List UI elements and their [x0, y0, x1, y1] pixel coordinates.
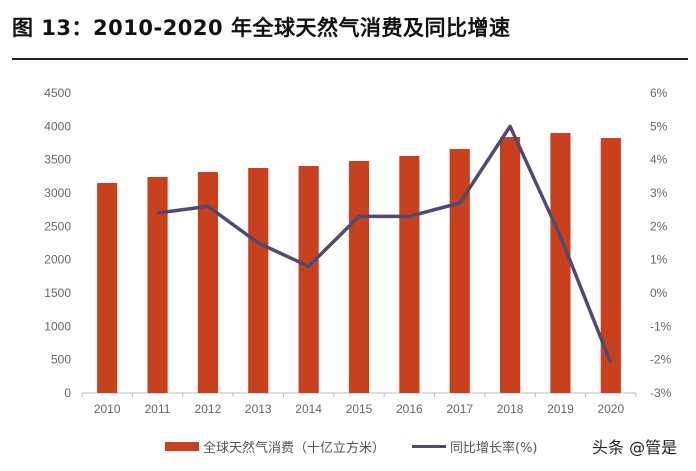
- x-axis-tick-label: 2019: [547, 402, 574, 416]
- legend-swatch-bar: [165, 442, 199, 451]
- bar-2015: [348, 161, 370, 393]
- left-axis-tick: 2500: [44, 219, 71, 233]
- x-axis-tick-label: 2010: [94, 402, 121, 416]
- legend-label-bar: 全球天然气消费（十亿立方米）: [203, 441, 386, 456]
- bar-2018: [500, 137, 521, 393]
- bar-2012: [197, 172, 218, 393]
- right-axis-tick: 3%: [650, 186, 668, 200]
- left-axis-tick: 0: [64, 386, 71, 400]
- bar-2017: [449, 149, 470, 393]
- x-axis-tick-label: 2020: [597, 402, 624, 416]
- right-axis-tick: -2%: [650, 353, 672, 367]
- bar-2013: [248, 168, 269, 393]
- bar-2020: [600, 138, 621, 393]
- bar-2010: [97, 183, 118, 393]
- x-axis-tick-label: 2014: [295, 402, 322, 416]
- growth-rate-line: [157, 124, 613, 364]
- bar-2016: [399, 156, 420, 393]
- right-axis-tick: 2%: [650, 219, 668, 233]
- x-axis-tick-label: 2018: [497, 402, 524, 416]
- legend-item-line: 同比增长率(%): [412, 437, 538, 456]
- left-axis-tick: 3500: [44, 153, 71, 167]
- right-axis-tick: 0%: [650, 286, 668, 300]
- right-axis-tick: 6%: [650, 86, 668, 100]
- legend-label-line: 同比增长率(%): [450, 441, 538, 456]
- right-axis-tick: 1%: [650, 253, 668, 267]
- right-axis-tick: -1%: [650, 319, 672, 333]
- x-axis-tick-label: 2012: [195, 402, 222, 416]
- bar-2019: [550, 133, 571, 393]
- left-axis-tick: 500: [51, 353, 71, 367]
- x-axis-tick-label: 2017: [446, 402, 473, 416]
- legend-swatch-line: [412, 445, 446, 448]
- title-divider: [12, 58, 688, 60]
- x-axis-tick-label: 2016: [396, 402, 423, 416]
- x-axis-tick-label: 2011: [145, 402, 171, 416]
- watermark: 头条 @管是: [592, 438, 678, 457]
- x-axis-tick-label: 2013: [245, 402, 272, 416]
- left-axis-tick: 4500: [44, 86, 71, 100]
- left-axis-tick: 1500: [44, 286, 71, 300]
- right-axis-tick: 5%: [650, 119, 668, 133]
- right-axis-tick: -3%: [650, 386, 672, 400]
- left-axis-tick: 3000: [44, 186, 71, 200]
- left-axis-tick: 2000: [44, 253, 71, 267]
- bar-2011: [147, 177, 168, 393]
- left-axis-tick: 1000: [44, 319, 71, 333]
- x-axis-tick-label: 2015: [346, 402, 373, 416]
- right-axis-tick: 4%: [650, 153, 668, 167]
- bar-2014: [298, 166, 319, 393]
- chart-title: 图 13：2010-2020 年全球天然气消费及同比增速: [12, 16, 511, 40]
- legend-item-bar: 全球天然气消费（十亿立方米）: [165, 437, 385, 456]
- left-axis-tick: 4000: [44, 119, 71, 133]
